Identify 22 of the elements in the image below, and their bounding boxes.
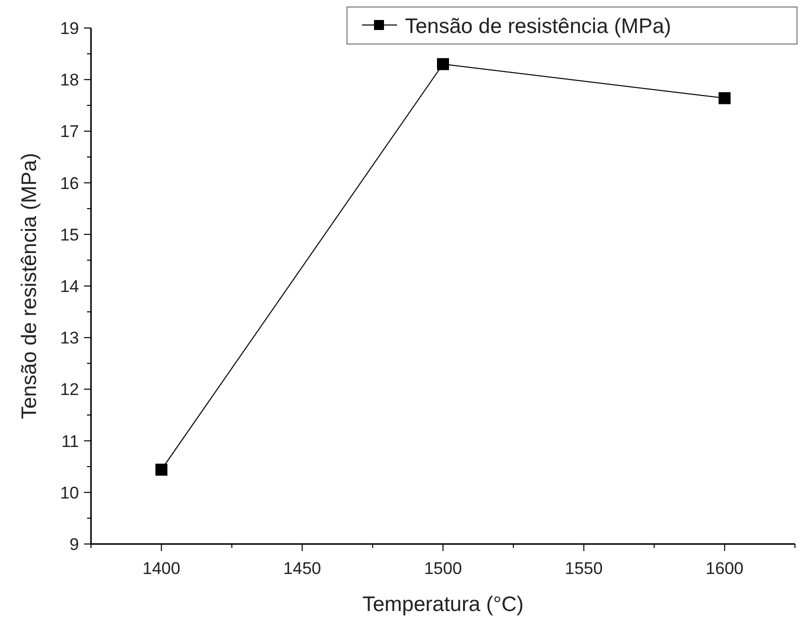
y-tick-label: 10 xyxy=(60,483,79,502)
x-axis-title: Temperatura (°C) xyxy=(362,593,524,616)
y-tick-label: 11 xyxy=(61,432,79,451)
y-tick-label: 13 xyxy=(60,328,79,348)
x-tick-label: 1450 xyxy=(283,559,322,578)
point xyxy=(718,92,731,104)
y-tick-label: 9 xyxy=(70,535,79,554)
x-tick-label: 1500 xyxy=(424,559,462,578)
y-tick-label: 18 xyxy=(60,70,79,90)
x-tick-label: 1600 xyxy=(706,559,744,578)
y-axis-title: Tensão de resistência (MPa) xyxy=(18,152,41,420)
x-tick-label: 1550 xyxy=(564,559,603,578)
point xyxy=(437,58,449,70)
x-tick-label: 1400 xyxy=(142,559,180,578)
y-tick-label: 12 xyxy=(60,380,79,400)
y-tick-label: 15 xyxy=(60,225,79,244)
point xyxy=(155,464,168,476)
y-tick-label: 19 xyxy=(60,19,79,38)
y-tick-label: 14 xyxy=(60,277,79,296)
legend-label: Tensão de resistência (MPa) xyxy=(405,15,672,38)
y-tick-label: 16 xyxy=(60,174,79,193)
y-tick-label: 17 xyxy=(60,122,79,142)
